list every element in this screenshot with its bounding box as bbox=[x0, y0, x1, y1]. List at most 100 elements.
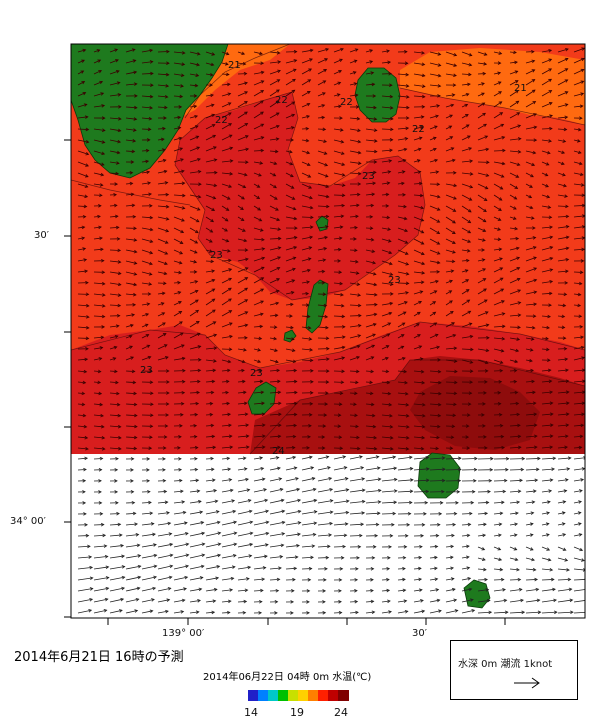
current-vector-arrowhead bbox=[515, 100, 520, 105]
current-vector-arrow bbox=[157, 565, 173, 570]
current-vector-arrow bbox=[285, 246, 297, 251]
current-vector-arrow bbox=[221, 479, 232, 482]
current-vector-arrow bbox=[461, 545, 470, 548]
current-vector-arrowhead bbox=[371, 610, 376, 615]
current-vector-arrowhead bbox=[389, 425, 394, 429]
current-vector-arrow bbox=[445, 159, 456, 163]
current-vector-arrow bbox=[93, 315, 105, 318]
sea-temp-24-core bbox=[410, 376, 540, 450]
current-vector-arrowhead bbox=[534, 434, 538, 439]
current-vector-arrowhead bbox=[149, 609, 154, 614]
current-vector-arrow bbox=[413, 589, 423, 592]
current-vector-arrow bbox=[509, 194, 517, 200]
current-vector-arrowhead bbox=[277, 69, 281, 73]
current-vector-arrow bbox=[93, 304, 105, 307]
current-vector-arrow bbox=[381, 106, 393, 109]
current-vector-arrow bbox=[349, 117, 360, 120]
current-vector-arrow bbox=[573, 457, 585, 460]
current-vector-arrow bbox=[493, 205, 502, 211]
current-vector-arrow bbox=[493, 124, 504, 130]
current-vector-arrow bbox=[381, 282, 393, 285]
current-vector-arrow bbox=[157, 106, 167, 109]
forecast-issue-time: 2014年6月21日 16時の予測 bbox=[14, 650, 184, 665]
current-vector-arrow bbox=[109, 403, 120, 406]
current-vector-arrowhead bbox=[466, 249, 471, 253]
current-vector-arrowhead bbox=[485, 323, 490, 327]
current-vector-arrow bbox=[525, 458, 541, 460]
current-vector-arrow bbox=[573, 69, 584, 75]
current-vector-arrow bbox=[269, 348, 278, 352]
current-vector-arrow bbox=[493, 150, 506, 152]
current-vector-arrowhead bbox=[468, 62, 473, 67]
current-vector-arrowhead bbox=[244, 412, 249, 417]
current-vector-arrow bbox=[381, 478, 397, 482]
current-vector-arrowhead bbox=[193, 260, 198, 264]
current-vector-arrowhead bbox=[481, 547, 486, 551]
current-vector-arrowhead bbox=[178, 478, 183, 483]
current-vector-arrowhead bbox=[244, 287, 249, 292]
current-vector-arrow bbox=[445, 392, 457, 394]
current-vector-arrowhead bbox=[277, 60, 282, 64]
current-vector-arrow bbox=[381, 249, 392, 254]
current-vector-arrowhead bbox=[501, 136, 506, 140]
colorbar-tick: 14 bbox=[244, 706, 258, 719]
current-vector-arrowhead bbox=[404, 380, 408, 385]
current-vector-arrowhead bbox=[548, 68, 553, 72]
current-vector-arrowhead bbox=[549, 390, 554, 395]
current-vector-arrowhead bbox=[338, 70, 343, 74]
current-vector-arrowhead bbox=[469, 511, 473, 516]
current-vector-arrowhead bbox=[100, 247, 104, 252]
current-vector-arrow bbox=[269, 89, 280, 97]
current-vector-arrow bbox=[125, 193, 134, 196]
current-vector-arrowhead bbox=[242, 62, 247, 66]
current-vector-arrowhead bbox=[178, 467, 183, 472]
current-vector-arrow bbox=[269, 51, 280, 54]
current-vector-arrowhead bbox=[486, 598, 491, 603]
current-vector-arrow bbox=[541, 161, 549, 166]
current-vector-arrowhead bbox=[164, 181, 169, 185]
current-vector-arrowhead bbox=[211, 478, 216, 482]
current-vector-arrowhead bbox=[305, 303, 310, 307]
current-vector-arrowhead bbox=[421, 51, 425, 55]
current-vector-arrowhead bbox=[341, 356, 346, 360]
current-vector-arrow bbox=[525, 205, 533, 209]
current-vector-arrowhead bbox=[436, 251, 441, 255]
current-vector-arrowhead bbox=[133, 226, 137, 231]
current-vector-arrowhead bbox=[214, 170, 218, 175]
current-vector-arrow bbox=[333, 249, 341, 251]
colorbar-swatch bbox=[308, 690, 319, 701]
current-vector-arrowhead bbox=[531, 49, 535, 54]
current-vector-arrowhead bbox=[531, 59, 536, 64]
current-vector-arrowhead bbox=[467, 577, 472, 581]
current-vector-arrow bbox=[477, 51, 487, 56]
current-vector-arrow bbox=[173, 127, 181, 130]
current-vector-arrow bbox=[445, 347, 457, 350]
current-vector-arrow bbox=[509, 523, 518, 526]
current-vector-arrowhead bbox=[567, 577, 572, 582]
current-vector-arrow bbox=[189, 136, 199, 141]
current-vector-arrowhead bbox=[501, 500, 505, 505]
current-vector-arrow bbox=[269, 402, 281, 405]
current-vector-arrowhead bbox=[469, 360, 474, 364]
current-vector-arrowhead bbox=[549, 445, 554, 450]
current-vector-arrowhead bbox=[101, 435, 106, 440]
contour-label: 23 bbox=[250, 368, 263, 379]
current-vector-arrowhead bbox=[249, 542, 254, 547]
current-vector-arrowhead bbox=[118, 117, 122, 121]
current-vector-arrowhead bbox=[128, 334, 133, 339]
current-vector-arrowhead bbox=[290, 126, 295, 130]
current-vector-arrow bbox=[541, 49, 552, 53]
current-vector-arrow bbox=[109, 414, 121, 417]
current-vector-arrow bbox=[205, 380, 215, 383]
current-vector-arrow bbox=[93, 598, 108, 603]
current-vector-arrow bbox=[93, 577, 109, 581]
current-vector-arrow bbox=[381, 149, 393, 152]
current-vector-arrowhead bbox=[115, 456, 119, 461]
current-vector-arrow bbox=[125, 282, 137, 286]
current-vector-arrow bbox=[397, 357, 406, 361]
current-vector-arrowhead bbox=[548, 48, 553, 53]
current-vector-arrowhead bbox=[372, 181, 377, 186]
current-vector-arrow bbox=[269, 337, 277, 340]
current-vector-arrowhead bbox=[581, 356, 585, 360]
current-vector-arrow bbox=[365, 60, 373, 64]
